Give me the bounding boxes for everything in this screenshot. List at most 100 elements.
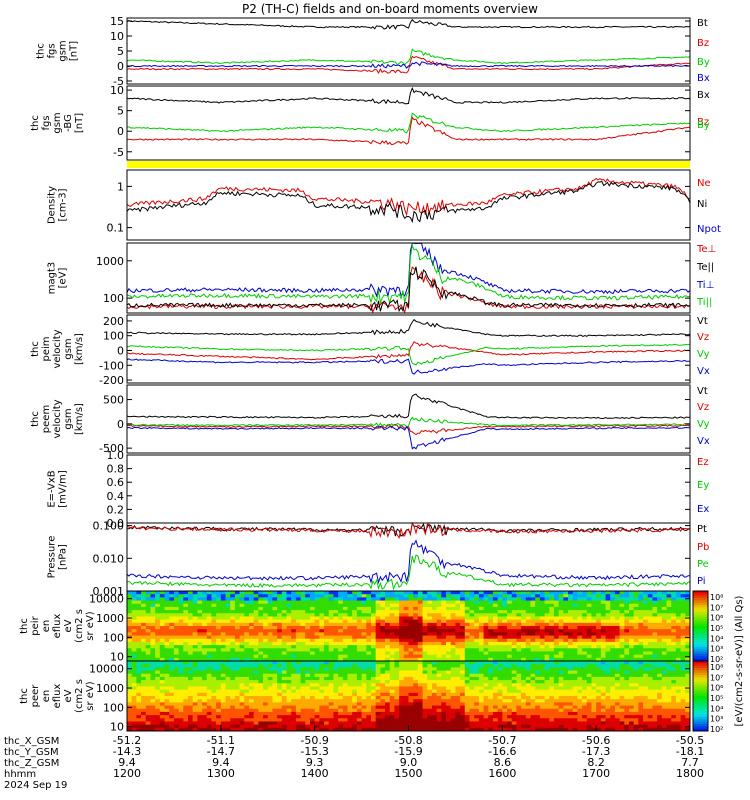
spectrogram-cell bbox=[309, 718, 316, 722]
spectrogram-cell bbox=[417, 673, 423, 678]
spectrogram-cell bbox=[516, 603, 522, 608]
spectrogram-cell bbox=[553, 597, 560, 601]
spectrogram-cell bbox=[286, 711, 292, 716]
spectrogram-cell bbox=[206, 629, 212, 633]
spectrogram-cell bbox=[530, 632, 536, 636]
spectrogram-cell bbox=[253, 651, 259, 656]
spectrogram-cell bbox=[361, 724, 367, 729]
spectrogram-cell bbox=[497, 600, 503, 605]
spectrogram-cell bbox=[488, 724, 494, 729]
spectrogram-cell bbox=[352, 673, 358, 678]
spectrogram-cell bbox=[450, 667, 456, 671]
spectrogram-cell bbox=[216, 689, 222, 694]
spectrogram-cell bbox=[502, 619, 508, 624]
spectrogram-cell bbox=[342, 718, 348, 722]
spectrogram-cell bbox=[675, 632, 682, 636]
spectrogram-cell bbox=[239, 673, 245, 678]
spectrogram-cell bbox=[267, 692, 273, 697]
spectrogram-cell bbox=[488, 727, 494, 732]
spectrogram-cell bbox=[258, 657, 264, 662]
spectrogram-cell bbox=[450, 629, 456, 633]
spectrogram-cell bbox=[244, 664, 250, 668]
spectrogram-cell bbox=[483, 689, 489, 694]
spectrogram-cell bbox=[413, 696, 419, 700]
spectrogram-cell bbox=[399, 616, 405, 621]
spectrogram-cell bbox=[164, 670, 170, 675]
spectrogram-cell bbox=[417, 597, 423, 601]
spectrogram-cell bbox=[324, 711, 330, 716]
spectrogram-cell bbox=[253, 591, 259, 595]
spectrogram-cell bbox=[220, 680, 226, 684]
spectrogram-cell bbox=[483, 667, 489, 671]
spectrogram-cell bbox=[239, 594, 245, 598]
spectrogram-cell bbox=[234, 705, 240, 710]
spectrogram-cell bbox=[263, 600, 269, 605]
spectrogram-cell bbox=[530, 610, 536, 614]
spectrogram-cell bbox=[342, 727, 348, 732]
spectrogram-cell bbox=[582, 673, 588, 678]
spectrogram-cell bbox=[225, 702, 231, 706]
spectrogram-cell bbox=[309, 594, 316, 598]
spectrogram-cell bbox=[417, 702, 423, 706]
spectrogram-cell bbox=[155, 645, 161, 649]
spectrogram-cell bbox=[497, 591, 503, 595]
spectrogram-cell bbox=[141, 613, 147, 617]
spectrogram-cell bbox=[333, 721, 339, 726]
spectrogram-cell bbox=[549, 619, 555, 624]
spectrogram-cell bbox=[248, 635, 255, 640]
spectrogram-cell bbox=[277, 651, 283, 656]
spectrogram-cell bbox=[469, 680, 475, 684]
spectrogram-cell bbox=[600, 591, 606, 595]
spectrogram-cell bbox=[295, 718, 301, 722]
spectrogram-cell bbox=[159, 622, 165, 627]
spectrogram-cell bbox=[272, 654, 278, 659]
spectrogram-cell bbox=[136, 654, 142, 659]
spectrogram-cell bbox=[605, 610, 611, 614]
spectrogram-cell bbox=[586, 629, 592, 633]
spectrogram-cell bbox=[202, 670, 208, 675]
spectrogram-cell bbox=[483, 699, 489, 703]
spectrogram-cell bbox=[187, 705, 194, 710]
spectrogram-cell bbox=[385, 594, 391, 598]
spectrogram-cell bbox=[488, 597, 494, 601]
spectrogram-cell bbox=[591, 654, 597, 659]
spectrogram-cell bbox=[563, 626, 569, 630]
spectrogram-cell bbox=[305, 641, 311, 646]
spectrogram-cell bbox=[446, 638, 452, 643]
spectrogram-cell bbox=[558, 711, 564, 716]
spectrogram-cell bbox=[314, 629, 320, 633]
spectrogram-cell bbox=[267, 600, 273, 605]
spectrogram-cell bbox=[145, 641, 151, 646]
spectrogram-cell bbox=[685, 638, 691, 643]
spectrogram-cell bbox=[197, 718, 203, 722]
spectrogram-cell bbox=[492, 619, 499, 624]
spectrogram-cell bbox=[427, 664, 433, 668]
spectrogram-cell bbox=[403, 692, 409, 697]
spectrogram-cell bbox=[572, 591, 578, 595]
spectrogram-cell bbox=[417, 638, 423, 643]
spectrogram-cell bbox=[281, 661, 287, 665]
spectrogram-cell bbox=[521, 680, 527, 684]
spectrogram-cell bbox=[685, 600, 691, 605]
spectrogram-cell bbox=[164, 629, 170, 633]
spectrogram-cell bbox=[511, 641, 517, 646]
spectrogram-cell bbox=[521, 651, 527, 656]
spectrogram-cell bbox=[464, 702, 470, 706]
spectrogram-cell bbox=[375, 622, 381, 627]
spectrogram-cell bbox=[389, 705, 395, 710]
spectrogram-cell bbox=[638, 641, 644, 646]
spectrogram-cell bbox=[502, 727, 508, 732]
spectrogram-cell bbox=[469, 699, 475, 703]
legend-label: By bbox=[697, 57, 710, 68]
spectrogram-cell bbox=[173, 670, 180, 675]
spectrogram-cell bbox=[568, 645, 574, 649]
spectrogram-cell bbox=[586, 606, 592, 611]
spectrogram-cell bbox=[220, 686, 226, 691]
spectrogram-cell bbox=[408, 610, 414, 614]
spectrogram-cell bbox=[314, 680, 320, 684]
spectrogram-cell bbox=[483, 606, 489, 611]
spectrogram-cell bbox=[347, 667, 353, 671]
spectrogram-cell bbox=[295, 641, 301, 646]
spectrogram-cell bbox=[150, 661, 156, 665]
spectrogram-cell bbox=[399, 699, 405, 703]
